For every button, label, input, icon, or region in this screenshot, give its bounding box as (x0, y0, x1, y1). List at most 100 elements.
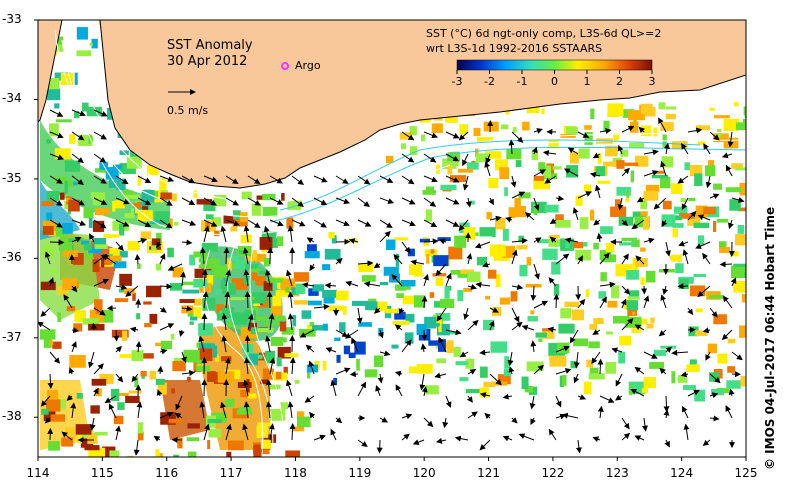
sst-cell (618, 351, 626, 364)
sst-cell (196, 199, 213, 205)
sst-cell (54, 36, 64, 45)
sst-cell (91, 378, 107, 386)
sst-cell (424, 385, 439, 395)
velocity-arrow (357, 381, 367, 397)
velocity-arrow (479, 392, 491, 398)
sst-cell (114, 298, 129, 303)
velocity-arrow (263, 225, 271, 243)
sst-cell (63, 250, 78, 258)
sst-cell (671, 371, 676, 384)
sst-cell (503, 369, 511, 377)
velocity-arrow (225, 197, 240, 206)
velocity-arrow (131, 373, 139, 383)
velocity-arrow (423, 197, 437, 207)
x-tick-label: 122 (541, 466, 565, 480)
sst-cell (181, 281, 196, 286)
velocity-arrow (159, 219, 173, 229)
sst-cell (694, 173, 703, 187)
sst-cell (189, 321, 194, 325)
sst-cell (92, 220, 105, 232)
sst-cell (244, 263, 259, 270)
sst-cell (102, 446, 116, 457)
sst-cell (88, 447, 106, 457)
velocity-arrow (137, 175, 152, 184)
velocity-arrow (159, 283, 173, 290)
sst-cell (208, 428, 222, 438)
sst-cell (661, 214, 676, 227)
sst-cell (624, 162, 639, 166)
sst-cell (713, 115, 730, 119)
velocity-arrow (113, 329, 120, 342)
sst-cell (253, 445, 263, 457)
velocity-arrow (68, 367, 75, 375)
velocity-arrow (548, 277, 557, 287)
velocity-arrow (379, 350, 391, 357)
velocity-arrow (71, 175, 84, 186)
colorbar (456, 59, 653, 71)
velocity-arrow (680, 371, 689, 378)
sst-cell (671, 254, 682, 262)
velocity-arrow (225, 175, 239, 185)
velocity-arrow (242, 379, 249, 397)
sst-cell (196, 365, 211, 372)
velocity-arrow (247, 197, 261, 206)
sst-cell (241, 191, 252, 200)
velocity-arrow (401, 197, 416, 205)
sst-cell (593, 242, 599, 250)
velocity-arrow (423, 219, 438, 228)
sst-cell (433, 321, 443, 325)
sst-cell (527, 316, 538, 322)
sst-cell (215, 354, 219, 362)
velocity-arrow (49, 153, 65, 161)
sst-cell (291, 426, 305, 432)
sst-cell (626, 270, 639, 280)
velocity-arrow (511, 191, 526, 199)
velocity-arrow (89, 417, 96, 431)
sst-cell (709, 107, 715, 112)
velocity-arrow (511, 284, 524, 290)
sst-cell (267, 278, 283, 283)
sst-cell (405, 313, 415, 323)
sst-cell (109, 450, 120, 457)
velocity-arrow (115, 345, 122, 353)
velocity-arrow (642, 417, 648, 432)
sst-cell (693, 222, 710, 228)
sst-cell (48, 441, 60, 451)
sst-cell (643, 376, 657, 388)
velocity-arrow (344, 329, 359, 339)
sst-cell (277, 236, 284, 247)
sst-cell (108, 178, 117, 188)
y-tick-label: -36 (2, 250, 22, 265)
velocity-arrow (722, 295, 733, 309)
velocity-arrow (363, 281, 381, 288)
velocity-arrow (521, 324, 535, 331)
sst-cell (119, 354, 135, 358)
sst-cell (312, 284, 325, 292)
sst-cell (207, 418, 222, 424)
sst-cell (409, 126, 417, 136)
sst-cell (476, 256, 487, 266)
sst-cell (627, 304, 637, 316)
velocity-arrow (518, 433, 535, 441)
sst-cell (189, 254, 196, 266)
sst-cell (447, 164, 453, 175)
argo-float-marker (281, 62, 289, 70)
sst-cell (495, 274, 501, 288)
sst-cell (57, 285, 69, 295)
velocity-arrow (511, 417, 518, 424)
velocity-arrow (643, 237, 655, 244)
velocity-arrow (225, 423, 232, 441)
sst-cell (55, 119, 72, 123)
velocity-arrow (181, 351, 187, 364)
velocity-arrow (510, 175, 517, 188)
sst-cell (662, 200, 672, 210)
velocity-arrow (575, 439, 582, 454)
sst-cell (494, 159, 508, 171)
sst-cell (429, 323, 440, 327)
velocity-arrow (507, 351, 514, 367)
sst-cell (272, 282, 278, 291)
sst-cell (636, 318, 648, 325)
velocity-arrow (665, 241, 671, 257)
sst-cell (112, 201, 116, 212)
sst-cell (565, 239, 570, 249)
